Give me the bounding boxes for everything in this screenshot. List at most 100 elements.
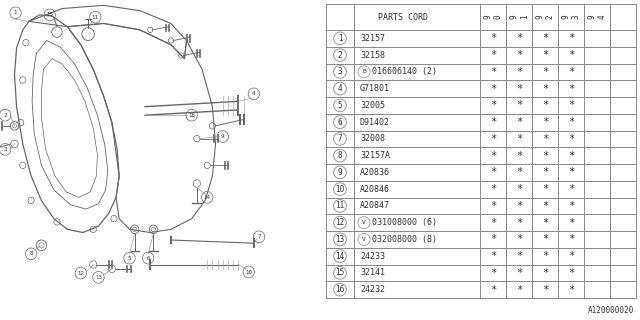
Text: 13: 13 <box>95 275 102 280</box>
Text: *: * <box>542 218 548 228</box>
Text: 32005: 32005 <box>360 101 385 110</box>
Text: *: * <box>490 84 496 94</box>
Text: *: * <box>490 117 496 127</box>
Text: *: * <box>542 50 548 60</box>
Text: *: * <box>516 167 522 177</box>
Text: A20847: A20847 <box>360 201 390 210</box>
Text: 3: 3 <box>3 147 7 152</box>
Text: *: * <box>542 117 548 127</box>
Text: 9
4: 9 4 <box>588 15 607 19</box>
Text: *: * <box>568 33 574 44</box>
Text: 14: 14 <box>335 252 344 260</box>
Text: *: * <box>542 268 548 278</box>
Text: *: * <box>516 201 522 211</box>
Text: 13: 13 <box>335 235 344 244</box>
Text: 6: 6 <box>147 256 150 260</box>
Text: *: * <box>516 50 522 60</box>
Circle shape <box>26 248 36 260</box>
Text: *: * <box>490 151 496 161</box>
Circle shape <box>10 122 19 130</box>
Circle shape <box>186 109 197 121</box>
Text: A20846: A20846 <box>360 185 390 194</box>
Text: *: * <box>516 268 522 278</box>
Text: *: * <box>568 218 574 228</box>
Text: *: * <box>490 284 496 295</box>
Circle shape <box>0 109 11 121</box>
Text: *: * <box>490 33 496 44</box>
Circle shape <box>44 9 56 21</box>
Circle shape <box>202 191 213 203</box>
Text: *: * <box>516 100 522 110</box>
Text: *: * <box>516 218 522 228</box>
Text: 2: 2 <box>3 113 7 118</box>
Text: *: * <box>542 167 548 177</box>
Text: *: * <box>516 33 522 44</box>
Text: *: * <box>490 234 496 244</box>
Text: V: V <box>362 237 366 242</box>
Text: 12: 12 <box>77 271 84 276</box>
Text: G71801: G71801 <box>360 84 390 93</box>
Text: 10: 10 <box>245 269 252 275</box>
Text: *: * <box>568 67 574 77</box>
Text: *: * <box>568 268 574 278</box>
Text: *: * <box>516 67 522 77</box>
Circle shape <box>124 252 135 264</box>
Text: A120000020: A120000020 <box>588 306 634 315</box>
Text: *: * <box>516 184 522 194</box>
Text: 12: 12 <box>335 218 344 227</box>
Text: 6: 6 <box>338 118 342 127</box>
Text: PARTS CORD: PARTS CORD <box>378 12 428 21</box>
Text: 9
3: 9 3 <box>561 15 580 19</box>
Text: *: * <box>568 117 574 127</box>
Text: *: * <box>490 50 496 60</box>
Text: 15: 15 <box>335 268 344 277</box>
Text: *: * <box>490 251 496 261</box>
Text: D91402: D91402 <box>360 118 390 127</box>
Text: 9
1: 9 1 <box>509 15 529 19</box>
Text: 7: 7 <box>338 134 342 143</box>
Text: *: * <box>542 251 548 261</box>
Text: *: * <box>542 284 548 295</box>
Text: 9
2: 9 2 <box>535 15 555 19</box>
Text: *: * <box>568 167 574 177</box>
Text: *: * <box>568 284 574 295</box>
Text: 9: 9 <box>221 134 225 139</box>
Text: *: * <box>568 84 574 94</box>
Text: *: * <box>516 251 522 261</box>
Circle shape <box>75 267 86 279</box>
Circle shape <box>131 225 139 234</box>
Circle shape <box>10 7 21 19</box>
Text: V: V <box>362 220 366 225</box>
Text: 32008: 32008 <box>360 134 385 143</box>
Text: 4: 4 <box>338 84 342 93</box>
Text: *: * <box>568 184 574 194</box>
Text: *: * <box>568 151 574 161</box>
Text: 5: 5 <box>128 256 131 260</box>
Circle shape <box>243 266 254 278</box>
Text: *: * <box>516 117 522 127</box>
Text: 9
0: 9 0 <box>483 15 502 19</box>
Text: *: * <box>490 167 496 177</box>
Text: 016606140 (2): 016606140 (2) <box>372 68 437 76</box>
Text: *: * <box>568 100 574 110</box>
Text: 32157: 32157 <box>360 34 385 43</box>
Text: 11: 11 <box>335 201 344 210</box>
Text: 32157A: 32157A <box>360 151 390 160</box>
Circle shape <box>248 88 260 100</box>
Text: 15: 15 <box>46 12 53 17</box>
Text: *: * <box>490 184 496 194</box>
Text: *: * <box>542 100 548 110</box>
Text: *: * <box>542 84 548 94</box>
Text: *: * <box>542 33 548 44</box>
Text: *: * <box>568 234 574 244</box>
Text: 1: 1 <box>14 10 17 15</box>
Circle shape <box>143 252 154 264</box>
Text: 10: 10 <box>335 185 344 194</box>
Circle shape <box>90 11 101 23</box>
Text: 032008000 (8): 032008000 (8) <box>372 235 437 244</box>
Text: 9: 9 <box>338 168 342 177</box>
Text: *: * <box>542 67 548 77</box>
Text: B: B <box>362 69 366 74</box>
Text: *: * <box>516 284 522 295</box>
Text: *: * <box>490 100 496 110</box>
